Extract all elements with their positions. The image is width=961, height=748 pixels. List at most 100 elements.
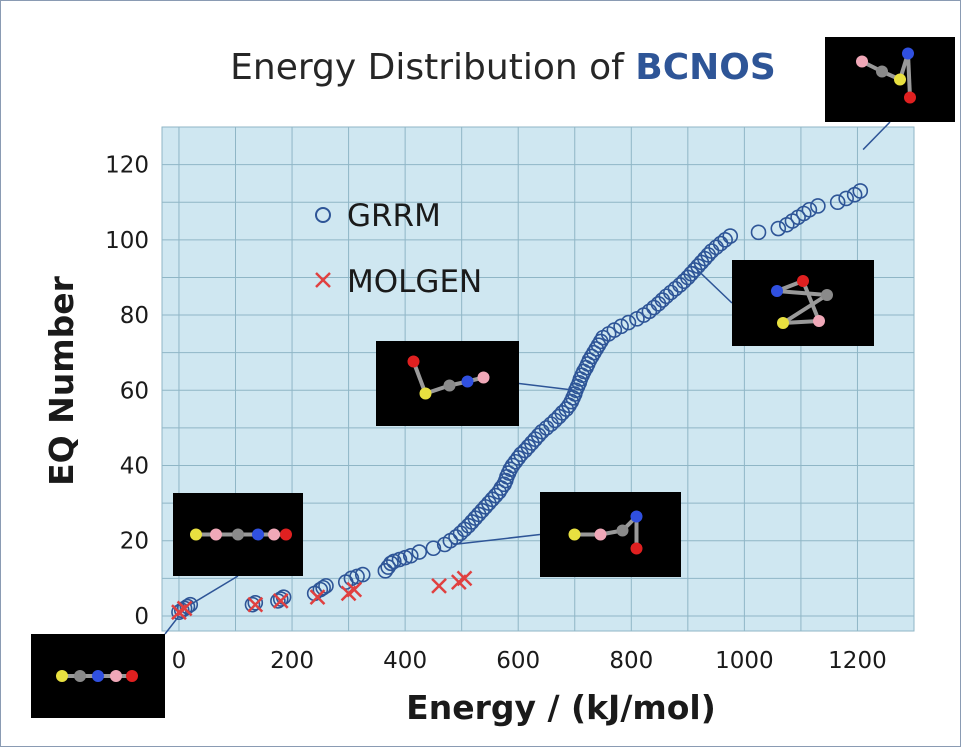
callout-line <box>453 533 541 546</box>
data-point-grrm <box>247 594 264 611</box>
inset-left-chain-molecule <box>173 493 303 576</box>
atom <box>630 510 643 523</box>
atom <box>894 73 906 86</box>
bond <box>781 293 829 325</box>
data-point-grrm <box>801 201 818 218</box>
callout-line <box>518 382 575 392</box>
data-point-grrm <box>810 198 826 214</box>
atom <box>190 528 202 541</box>
data-point-grrm <box>588 341 605 357</box>
x-tick-label: 1200 <box>828 648 887 674</box>
atom <box>904 91 916 104</box>
chart-title-emphasis: BCNOS <box>635 47 776 88</box>
chart-title-space <box>624 47 635 88</box>
atom <box>126 670 138 682</box>
atom <box>813 315 825 327</box>
atom <box>902 47 914 60</box>
atom <box>594 528 607 541</box>
data-point-grrm <box>315 579 331 596</box>
data-point-grrm <box>244 596 261 613</box>
atom <box>856 55 868 68</box>
triangle-molecule-icon <box>568 510 643 555</box>
x-tick-label: 600 <box>496 648 540 674</box>
data-point-grrm <box>402 547 419 564</box>
atom <box>771 285 783 297</box>
bond <box>776 289 828 297</box>
chart-title-main: Energy Distribution of <box>230 47 625 88</box>
data-point-molgen <box>346 581 363 598</box>
data-point-grrm <box>852 183 869 199</box>
atom <box>232 528 244 541</box>
inset-mid-molecule <box>376 341 519 426</box>
y-tick-label: 0 <box>134 604 149 630</box>
atom <box>74 670 86 682</box>
data-point-grrm <box>717 232 733 248</box>
marker-layer <box>171 183 869 621</box>
data-point-molgen <box>456 570 473 587</box>
atom <box>252 528 264 541</box>
data-point-grrm <box>590 337 607 353</box>
legend-label-molgen: MOLGEN <box>347 264 482 300</box>
data-point-grrm <box>770 220 787 237</box>
data-point-grrm <box>613 318 629 335</box>
legend-marker-molgen <box>315 272 331 288</box>
callout-line <box>862 121 891 151</box>
linear-chain-molecule-icon <box>190 528 292 541</box>
data-point-grrm <box>383 555 399 572</box>
data-point-grrm <box>179 598 196 615</box>
atom <box>477 371 490 384</box>
data-point-grrm <box>829 194 846 211</box>
y-tick-label: 120 <box>105 153 149 179</box>
data-point-grrm <box>318 578 334 594</box>
atom <box>568 528 581 541</box>
callout-line <box>189 575 239 606</box>
tick-layer: 0 200 400 600 800 1000 1200 0 20 40 60 80 100 120 <box>105 153 887 674</box>
inset-box <box>825 37 955 122</box>
inset-bottom-chain-molecule <box>31 634 165 718</box>
inset-ring-molecule <box>732 260 874 346</box>
chart-title: Energy Distribution of BCNOS <box>230 47 776 88</box>
data-point-grrm <box>586 344 602 361</box>
atom <box>630 542 643 555</box>
atom <box>876 65 888 78</box>
inset-top-right-molecule <box>825 37 955 122</box>
x-tick-label: 800 <box>609 648 653 674</box>
atom <box>419 387 432 400</box>
data-point-molgen <box>431 577 447 594</box>
data-point-grrm <box>712 235 729 252</box>
bent-chain-molecule-icon <box>407 355 490 400</box>
data-point-grrm <box>583 348 600 365</box>
y-tick-label: 60 <box>120 378 149 404</box>
data-point-grrm <box>380 559 396 575</box>
atom <box>280 528 292 541</box>
y-axis-label: EQ Number <box>42 275 81 486</box>
atom <box>461 375 474 388</box>
atom <box>268 528 280 541</box>
legend-marker-grrm <box>315 207 331 223</box>
data-point-grrm <box>750 224 767 241</box>
data-point-grrm <box>425 540 442 557</box>
inset-box <box>732 260 874 346</box>
data-point-molgen <box>272 593 289 609</box>
data-point-grrm <box>722 228 739 244</box>
bond <box>782 319 820 325</box>
bent-molecule-icon <box>856 47 916 104</box>
y-tick-label: 100 <box>105 228 149 254</box>
atom <box>821 289 833 301</box>
data-point-grrm <box>411 544 428 560</box>
ring-molecule-icon <box>771 275 833 329</box>
data-point-grrm <box>620 314 637 331</box>
atom <box>110 670 122 682</box>
atom <box>56 670 68 682</box>
x-tick-label: 1000 <box>715 648 774 674</box>
atom <box>210 528 222 541</box>
inset-layer <box>31 37 955 718</box>
data-point-grrm <box>581 352 598 368</box>
atom <box>407 355 420 368</box>
x-tick-label: 0 <box>172 648 187 674</box>
bond <box>906 53 912 98</box>
atom <box>443 379 456 392</box>
data-point-grrm <box>272 591 289 607</box>
data-point-grrm <box>182 596 199 613</box>
